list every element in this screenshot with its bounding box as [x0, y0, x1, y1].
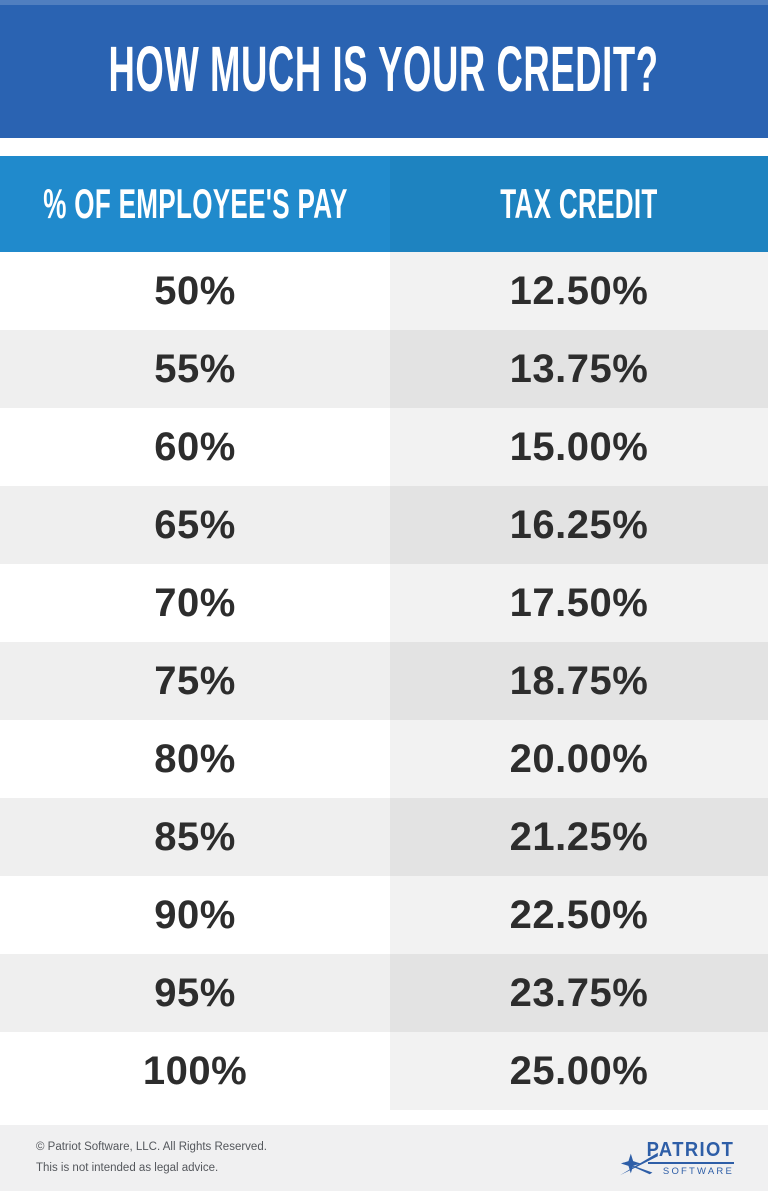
- credit-cell: 15.00%: [390, 408, 768, 486]
- logo-underline: [620, 1152, 734, 1175]
- table-header-row: % OF EMPLOYEE'S PAY TAX CREDIT: [0, 156, 768, 252]
- column-header-employee-pay: % OF EMPLOYEE'S PAY: [0, 156, 390, 252]
- pay-cell: 75%: [0, 642, 390, 720]
- pay-cell: 70%: [0, 564, 390, 642]
- pay-cell: 95%: [0, 954, 390, 1032]
- column-header-tax-credit: TAX CREDIT: [390, 156, 768, 252]
- pay-cell: 90%: [0, 876, 390, 954]
- footer: © Patriot Software, LLC. All Rights Rese…: [0, 1125, 768, 1191]
- copyright-text: © Patriot Software, LLC. All Rights Rese…: [36, 1141, 267, 1153]
- column-header-tax-credit-label: TAX CREDIT: [500, 180, 658, 227]
- credit-cell: 13.75%: [390, 330, 768, 408]
- pay-cell: 85%: [0, 798, 390, 876]
- table-row: 55% 13.75%: [0, 330, 768, 408]
- table-row: 75% 18.75%: [0, 642, 768, 720]
- logo-subtext: SOFTWARE: [662, 1166, 734, 1177]
- credit-cell: 21.25%: [390, 798, 768, 876]
- page-title: HOW MUCH IS YOUR CREDIT?: [108, 33, 660, 105]
- credit-table-body: 50% 12.50% 55% 13.75% 60% 15.00% 65% 16.…: [0, 252, 768, 1110]
- disclaimer-text: This is not intended as legal advice.: [36, 1161, 219, 1174]
- patriot-software-logo: PATRIOT SOFTWARE: [620, 1138, 738, 1177]
- credit-cell: 12.50%: [390, 252, 768, 330]
- credit-cell: 20.00%: [390, 720, 768, 798]
- pay-cell: 55%: [0, 330, 390, 408]
- pay-cell: 50%: [0, 252, 390, 330]
- pay-cell: 65%: [0, 486, 390, 564]
- credit-cell: 17.50%: [390, 564, 768, 642]
- table-row: 60% 15.00%: [0, 408, 768, 486]
- logo-wordmark: PATRIOT: [646, 1138, 734, 1161]
- table-row: 90% 22.50%: [0, 876, 768, 954]
- credit-cell: 18.75%: [390, 642, 768, 720]
- table-footer-gap: [0, 1110, 768, 1125]
- table-row: 85% 21.25%: [0, 798, 768, 876]
- footer-text-block: © Patriot Software, LLC. All Rights Rese…: [36, 1141, 267, 1174]
- table-row: 70% 17.50%: [0, 564, 768, 642]
- credit-cell: 23.75%: [390, 954, 768, 1032]
- pay-cell: 60%: [0, 408, 390, 486]
- pay-cell: 80%: [0, 720, 390, 798]
- title-banner: HOW MUCH IS YOUR CREDIT?: [0, 0, 768, 138]
- pay-cell: 100%: [0, 1032, 390, 1110]
- table-row: 65% 16.25%: [0, 486, 768, 564]
- table-row: 95% 23.75%: [0, 954, 768, 1032]
- column-header-employee-pay-label: % OF EMPLOYEE'S PAY: [42, 180, 348, 227]
- table-row: 50% 12.50%: [0, 252, 768, 330]
- star-swoosh-icon: [620, 1152, 658, 1175]
- banner-table-gap: [0, 138, 768, 156]
- credit-cell: 22.50%: [390, 876, 768, 954]
- credit-cell: 25.00%: [390, 1032, 768, 1110]
- table-row: 100% 25.00%: [0, 1032, 768, 1110]
- credit-cell: 16.25%: [390, 486, 768, 564]
- table-row: 80% 20.00%: [0, 720, 768, 798]
